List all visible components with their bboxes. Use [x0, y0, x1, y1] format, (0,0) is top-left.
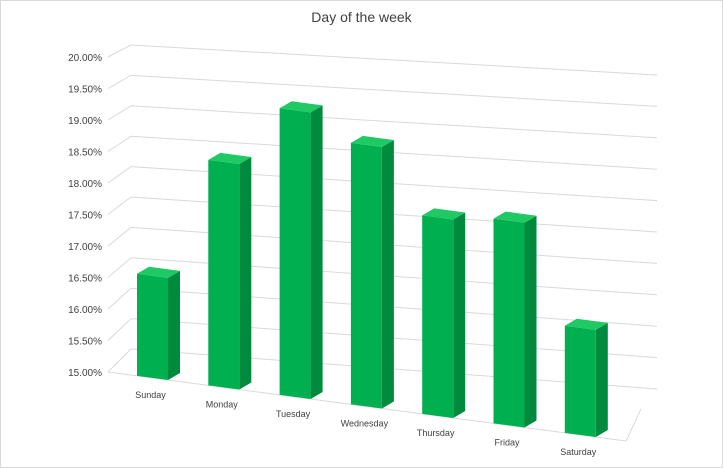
- gridline-connector: [107, 135, 132, 152]
- bar: [279, 108, 311, 399]
- y-tick-label: 17.50%: [68, 211, 102, 222]
- gridline-connector: [107, 44, 132, 58]
- bar-top: [422, 208, 466, 220]
- x-tick-label: Tuesday: [276, 409, 311, 419]
- x-tick-label: Saturday: [560, 447, 597, 457]
- bar-side: [381, 140, 394, 409]
- y-tick-label: 19.50%: [68, 85, 102, 96]
- y-tick-label: 17.00%: [68, 242, 102, 253]
- x-tick-label: Wednesday: [341, 418, 389, 428]
- bar-top: [279, 101, 323, 113]
- y-tick-label: 15.50%: [68, 337, 102, 348]
- y-tick-label: 18.00%: [68, 179, 102, 190]
- y-tick-label: 19.00%: [68, 116, 102, 127]
- gridline-connector: [107, 196, 132, 215]
- bar: [422, 215, 454, 418]
- bar-side: [595, 322, 608, 437]
- y-tick-label: 15.00%: [68, 368, 102, 379]
- gridline: [130, 135, 658, 170]
- y-tick-label: 20.00%: [68, 53, 102, 64]
- x-tick-label: Monday: [206, 399, 239, 409]
- bar: [137, 273, 168, 380]
- x-tick-label: Sunday: [135, 390, 166, 400]
- y-tick-label: 16.00%: [68, 305, 102, 316]
- gridline: [130, 105, 658, 139]
- bar: [564, 325, 596, 437]
- gridline-connector: [107, 348, 132, 373]
- floor-side-edge: [625, 408, 642, 442]
- floor-edge: [107, 371, 627, 442]
- bar-side: [310, 105, 323, 399]
- gridline-connector: [107, 287, 132, 310]
- x-tick-label: Friday: [494, 437, 520, 447]
- y-tick-label: 18.50%: [68, 148, 102, 159]
- bar: [208, 159, 240, 390]
- x-tick-label: Thursday: [417, 428, 455, 438]
- chart-title: Day of the week: [311, 9, 412, 25]
- bar-top: [208, 152, 252, 164]
- gridline-connector: [107, 227, 132, 247]
- bar-top: [137, 266, 180, 278]
- bar-side: [239, 156, 252, 390]
- gridline: [130, 74, 658, 107]
- gridline-connector: [107, 166, 132, 184]
- bar-top: [564, 318, 608, 330]
- bar-side: [168, 270, 180, 380]
- bar: [350, 142, 382, 409]
- gridline-connector: [107, 257, 132, 278]
- bar-top: [493, 211, 537, 223]
- gridline-connector: [107, 74, 132, 89]
- gridline-connector: [107, 105, 132, 121]
- gridline-connector: [107, 318, 132, 341]
- bar-side: [524, 215, 537, 428]
- bar-top: [350, 135, 394, 148]
- y-tick-label: 16.50%: [68, 274, 102, 285]
- bar: [493, 218, 525, 428]
- bar-side: [453, 212, 466, 418]
- gridline: [130, 44, 658, 76]
